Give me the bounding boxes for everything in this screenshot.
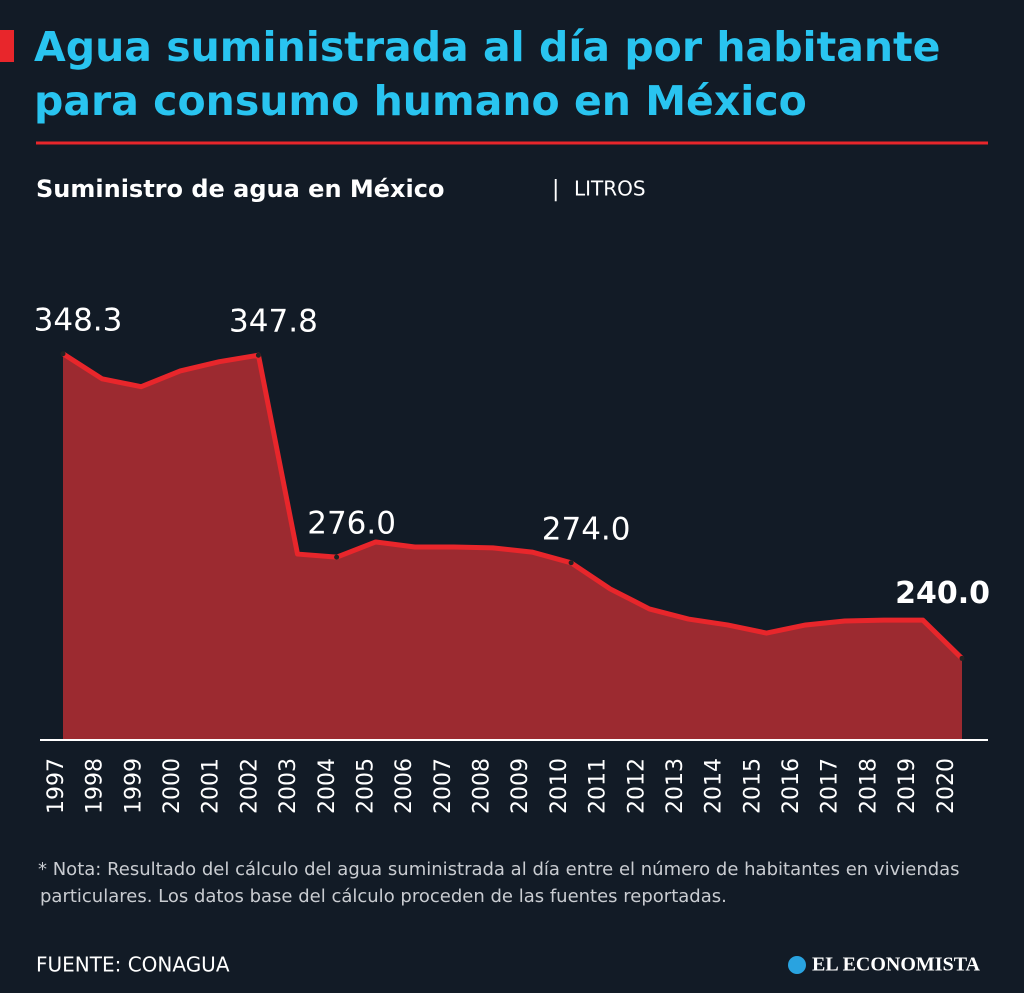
x-tick-label: 2008 bbox=[470, 758, 495, 814]
source: FUENTE: CONAGUA bbox=[36, 953, 230, 977]
x-tick-label: 2007 bbox=[431, 758, 456, 814]
x-tick-label: 2005 bbox=[353, 758, 378, 814]
title-accent bbox=[0, 30, 14, 62]
x-tick-label: 2009 bbox=[508, 758, 533, 814]
data-label: 347.8 bbox=[229, 304, 318, 340]
data-label: 240.0 bbox=[895, 576, 990, 611]
unit: LITROS bbox=[574, 177, 646, 201]
note-box: * Nota: Resultado del cálculo del agua s… bbox=[38, 859, 960, 907]
x-tick-label: 2001 bbox=[199, 758, 224, 814]
data-label: 274.0 bbox=[542, 511, 631, 547]
x-tick-label: 1997 bbox=[44, 758, 69, 814]
area-fill bbox=[63, 353, 962, 740]
x-tick-label: 2012 bbox=[624, 758, 649, 814]
x-tick-label: 2014 bbox=[702, 758, 727, 814]
brand-logo bbox=[788, 956, 806, 974]
data-label: 276.0 bbox=[307, 506, 396, 542]
point bbox=[255, 352, 261, 358]
point bbox=[60, 351, 66, 357]
x-tick-label: 2016 bbox=[779, 758, 804, 814]
x-tick-label: 2002 bbox=[237, 758, 262, 814]
x-tick-label: 2019 bbox=[895, 758, 920, 814]
x-tick-label: 2000 bbox=[160, 758, 185, 814]
x-tick-label: 2011 bbox=[586, 758, 611, 814]
chart-title: Agua suministrada al día por habitante p… bbox=[34, 23, 941, 125]
title-box: Agua suministrada al día por habitante p… bbox=[34, 23, 941, 125]
x-tick-label: 2003 bbox=[276, 758, 301, 814]
subtitle: Suministro de agua en México bbox=[36, 175, 444, 203]
line bbox=[61, 351, 964, 661]
point bbox=[334, 554, 340, 560]
data-label: 348.3 bbox=[34, 302, 123, 338]
note: * Nota: Resultado del cálculo del agua s… bbox=[38, 859, 960, 907]
x-tick-label: 2018 bbox=[856, 758, 881, 814]
x-tick-label: 1999 bbox=[121, 758, 146, 814]
x-tick-label: 2017 bbox=[818, 758, 843, 814]
brand: EL ECONOMISTA bbox=[812, 954, 981, 976]
x-tick-label: 2013 bbox=[663, 758, 688, 814]
x-tick-label: 2004 bbox=[315, 758, 340, 814]
point bbox=[959, 655, 965, 661]
point bbox=[568, 560, 574, 566]
x-tick-label: 2010 bbox=[547, 758, 572, 814]
divider: | bbox=[552, 177, 559, 202]
x-tick-label: 2015 bbox=[740, 758, 765, 814]
x-tick-label: 2006 bbox=[392, 758, 417, 814]
x-tick-label: 2020 bbox=[934, 758, 959, 814]
x-tick-label: 1998 bbox=[83, 758, 108, 814]
